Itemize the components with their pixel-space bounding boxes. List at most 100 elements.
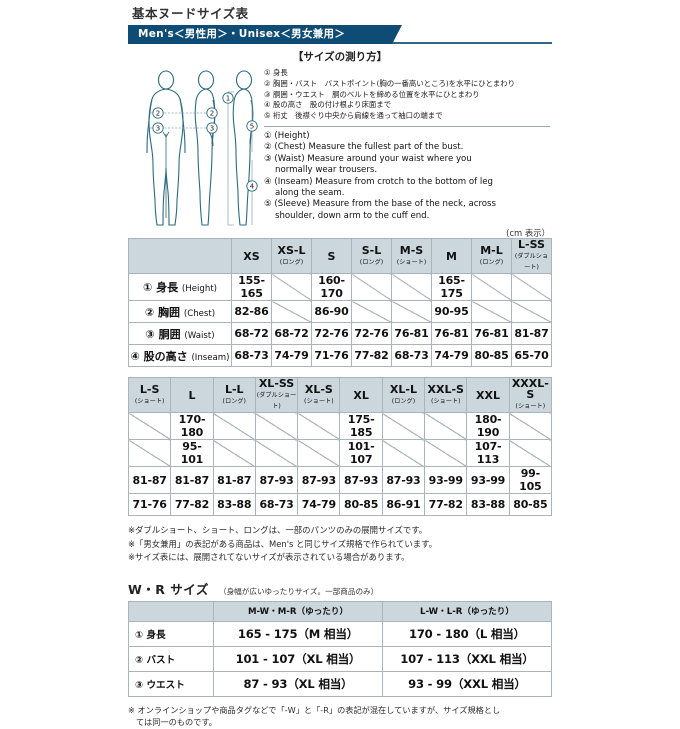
- size-code: XXXL-S: [511, 377, 549, 401]
- size-value-cell: 81-87: [170, 466, 214, 494]
- size-code: XL-L: [389, 382, 417, 396]
- row-label-en: (Height): [181, 284, 218, 294]
- size-value-cell: 90-95: [431, 300, 472, 323]
- table-row: ④ 股の高さ (Inseam) 68-73 74-79 71-76 77-82 68-73…: [128, 344, 552, 367]
- size-value-cell: 77-82: [424, 493, 468, 516]
- en-item: shoulder, down arm to the cuff end.: [275, 210, 430, 221]
- empty-cell: [212, 412, 256, 440]
- wr-note: ※ オンラインショップや商品タグなどで「-W」と「-R」の表記が混在していますが…: [128, 704, 552, 729]
- table-row: ① 身長 165 - 175（M 相当） 170 - 180（L 相当）: [128, 620, 552, 647]
- size-value-cell: 68-72: [271, 322, 312, 345]
- size-code: S: [327, 249, 336, 263]
- size-value-cell: 99-105: [508, 466, 553, 494]
- size-value-cell: 180-190: [466, 412, 510, 440]
- size-value-cell: 81-87: [511, 322, 552, 345]
- size-value-cell: 83-88: [212, 493, 256, 516]
- table-row: 170-180 175-185 180-190: [127, 412, 553, 440]
- empty-cell: [508, 412, 553, 440]
- size-code-sub: (ダブルショート): [256, 392, 297, 410]
- size-code-sub: (ショート): [396, 258, 427, 266]
- figure-side-2: [232, 70, 254, 226]
- size-value-cell: 87-93: [339, 466, 383, 494]
- size-code: S-L: [361, 243, 382, 257]
- size-value-cell: 87-93: [297, 466, 341, 494]
- size-value-cell: 93-99: [424, 466, 468, 494]
- size-value-cell: 68-72: [231, 322, 272, 345]
- row-label-en: (Waist): [184, 330, 215, 341]
- size-value-cell: 80-85: [471, 344, 512, 367]
- size-code-sub: (ショート): [430, 397, 461, 405]
- row-label-jp: ① 身長: [142, 281, 182, 294]
- size-column-header: XXL-S (ショート): [424, 377, 468, 413]
- size-code: XL-S: [304, 382, 333, 396]
- size-code: XL: [353, 388, 369, 402]
- marker-chest-side: 2: [210, 110, 214, 118]
- empty-cell: [271, 273, 312, 301]
- size-table-2: L-S (ショート) L L-L (ロング) XL-SS (ダブルショート) XL-S (ショー…: [127, 377, 553, 516]
- row-label-en: (Inseam): [191, 352, 230, 363]
- size-value-cell: 72-76: [311, 322, 352, 345]
- table-row: 71-76 77-82 83-88 68-73 74-79 80-85 86-91 77-82…: [127, 493, 553, 516]
- size-code-sub: (ロング): [222, 397, 246, 405]
- jp-item: ④ 股の高さ 股の付け根より床面まで: [264, 100, 392, 110]
- size-value-cell: 81-87: [212, 466, 256, 494]
- size-code: XXL-S: [427, 382, 464, 396]
- content-column: 基本ヌードサイズ表 Men's＜男性用＞・Unisex＜男女兼用＞ 【サイズの測…: [127, 0, 554, 729]
- en-item: ① (Height): [264, 130, 310, 141]
- wr-value-cell: 170 - 180（L 相当）: [382, 620, 552, 647]
- size-value-cell: 160-170: [311, 273, 352, 301]
- table-row: 81-87 81-87 81-87 87-93 87-93 87-93 87-93 93-99…: [127, 466, 553, 494]
- empty-cell: [254, 439, 299, 467]
- size-value-cell: 77-82: [170, 493, 214, 516]
- size-column-header: M-S (ショート): [391, 238, 432, 274]
- size-value-cell: 155-165: [231, 273, 272, 301]
- size-chart-page: 基本ヌードサイズ表 Men's＜男性用＞・Unisex＜男女兼用＞ 【サイズの測…: [127, 6, 553, 727]
- size-value-cell: 77-82: [351, 344, 392, 367]
- jp-item: ⑤ 裄丈 後襟ぐり中央から肩線を通って袖口の端まで: [264, 111, 443, 121]
- row-label-en: (Chest): [183, 308, 216, 319]
- size-value-cell: 76-81: [391, 322, 432, 345]
- marker-waist-side: 3: [210, 125, 214, 133]
- size-column-header: XL-L (ロング): [381, 377, 426, 413]
- size-value-cell: 87-93: [254, 466, 299, 494]
- empty-cell: [127, 439, 172, 467]
- row-label: ② バスト: [128, 645, 214, 672]
- size-code: L-SS: [518, 238, 545, 251]
- size-value-cell: 93-99: [466, 466, 510, 494]
- size-column-header: XL-S (ショート): [297, 377, 341, 413]
- banner-label: Men's＜男性用＞・Unisex＜男女兼用＞: [128, 25, 376, 44]
- size-value-cell: 74-79: [271, 344, 312, 367]
- wr-subtitle: （身幅が広いゆったりサイズ。一部商品のみ）: [218, 586, 379, 596]
- unit-note: (cm 表示）: [506, 228, 550, 239]
- body-figures-illustration: 2 3 2 3 1 5 4: [142, 68, 260, 236]
- size-value-cell: 80-85: [508, 493, 553, 516]
- marker-waist-front: 3: [156, 125, 160, 133]
- empty-cell: [212, 439, 256, 467]
- empty-cell: [351, 273, 392, 301]
- note-item: ※「男女兼用」の表記がある商品は、Men's と同じサイズ規格で作られています。: [128, 538, 438, 549]
- size-value-cell: 68-73: [254, 493, 299, 516]
- size-column-header: L-S (ショート): [127, 377, 172, 413]
- wr-size-table: M-W・M-R（ゆったり） L-W・L-R（ゆったり） ① 身長 165 - 175…: [128, 600, 552, 697]
- table-corner-cell: [128, 238, 232, 274]
- figure-front: [146, 70, 186, 226]
- size-table-1: XS XS-L (ロング) S S-L (ロング) M-S (ショート) M M-L (ロング) L-…: [128, 238, 552, 367]
- size-value-cell: 95-101: [170, 439, 214, 467]
- size-column-header: XXXL-S (ショート): [508, 377, 553, 413]
- size-value-cell: 170-180: [170, 412, 214, 440]
- size-value-cell: 65-70: [511, 344, 552, 367]
- size-column-header: XS-L (ロング): [271, 238, 312, 274]
- table-row: ② 胸囲 (Chest) 82-86 86-90 90-95: [128, 300, 552, 323]
- empty-cell: [471, 300, 512, 323]
- measure-instructions: ① 身長 ② 胸囲・バスト バストポイント(胸の一番高いところ)を水平にひとまわ…: [264, 68, 554, 239]
- size-column-header: M: [431, 238, 472, 274]
- jp-item: ① 身長: [264, 68, 288, 77]
- wr-value-cell: 165 - 175（M 相当）: [213, 620, 383, 647]
- en-item: ⑤ (Sleeve) Measure from the base of the …: [264, 199, 496, 210]
- notes-block: ※ダブルショート、ショート、ロングは、一部のパンツのみの展開サイズです。 ※「男…: [128, 524, 552, 565]
- size-value-cell: 68-73: [391, 344, 432, 367]
- size-value-cell: 83-88: [466, 493, 510, 516]
- page-title: 基本ヌードサイズ表: [132, 6, 249, 21]
- jp-item: ② 胸囲・バスト バストポイント(胸の一番高いところ)を水平にひとまわり: [264, 78, 516, 88]
- figure-side-1: [194, 70, 216, 226]
